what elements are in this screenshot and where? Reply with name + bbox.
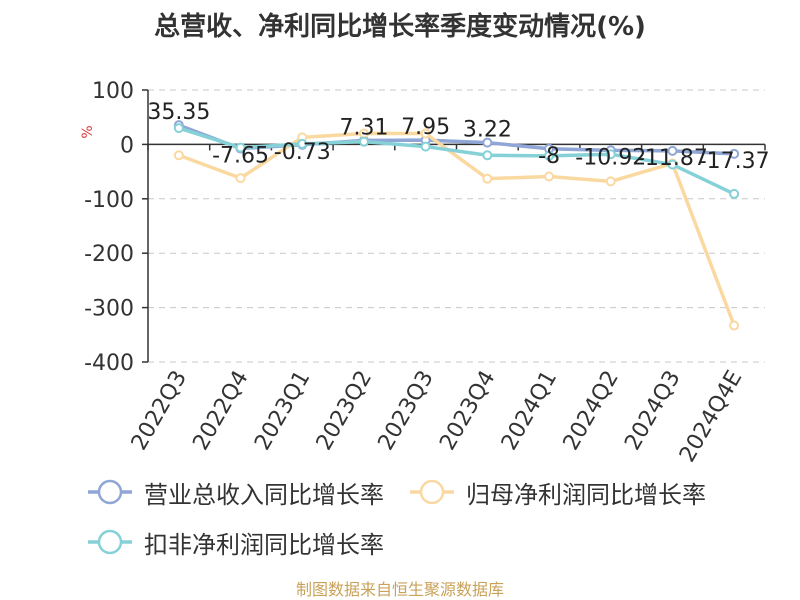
data-point (235, 173, 246, 184)
x-tick-label: 2024Q1 (497, 367, 562, 455)
legend-item[interactable]: 营业总收入同比增长率 (86, 474, 384, 510)
data-point (729, 320, 740, 331)
data-point (544, 171, 555, 182)
y-tick-label: 100 (92, 79, 134, 104)
y-tick-label: 0 (120, 133, 134, 158)
legend-item[interactable]: 扣非净利润同比增长率 (86, 524, 384, 560)
data-label: -17.37 (699, 149, 770, 174)
label-layer: 35.35-7.65 -0.73 7.31 7.95 3.22 -8 -10.92-11.8… (147, 100, 769, 174)
series-line-2 (178, 126, 735, 196)
data-point (297, 138, 308, 149)
data-label: -7.65 (212, 144, 269, 169)
data-point (667, 159, 678, 170)
data-point (729, 148, 740, 159)
chart-title: 总营收、净利同比增长率季度变动情况(%) (154, 12, 646, 42)
data-point (235, 142, 246, 153)
legend-swatch (88, 529, 132, 555)
data-point (605, 149, 616, 160)
x-tick-label: 2023Q4 (435, 366, 500, 454)
legend: 营业总收入同比增长率 归母净利润同比增长率扣非净利润同比增长率 (86, 474, 776, 574)
y-tick-label: -200 (84, 242, 134, 267)
legend-item[interactable]: 归母净利润同比增长率 (408, 474, 706, 510)
data-point (173, 123, 184, 134)
data-point (482, 137, 493, 148)
data-point (420, 141, 431, 152)
data-point (482, 150, 493, 161)
data-label: 3.22 (463, 118, 512, 143)
data-label: -8 (538, 144, 560, 169)
y-tick-label: -300 (84, 297, 134, 322)
series-line-1 (178, 131, 736, 327)
legend-swatch (88, 479, 132, 505)
y-tick-label: -400 (84, 351, 134, 376)
x-tick-label: 2024Q3 (620, 367, 685, 455)
data-point (173, 150, 184, 161)
data-label: 7.95 (401, 115, 450, 140)
y-axis-label: % (80, 125, 96, 138)
data-point (605, 176, 616, 187)
data-label: -11.87 (637, 146, 708, 171)
data-label: 7.31 (339, 115, 388, 140)
data-point (420, 128, 431, 139)
x-tick-label: 2023Q3 (374, 367, 439, 455)
series-layer (173, 120, 740, 331)
grid-layer (148, 89, 765, 363)
legend-label: 营业总收入同比增长率 (144, 480, 384, 509)
data-label: 35.35 (147, 100, 210, 125)
data-point (358, 136, 369, 147)
x-tick-label: 2024Q4E (675, 367, 747, 467)
x-tick-label: 2023Q2 (312, 367, 377, 455)
x-tick-label: 2023Q1 (250, 367, 315, 455)
data-point (667, 145, 678, 156)
source-note: 制图数据来自恒生聚源数据库 (295, 580, 504, 599)
x-tick-label: 2022Q3 (127, 367, 192, 455)
y-tick-label: -100 (84, 188, 134, 213)
data-label: -0.73 (274, 140, 331, 165)
legend-label: 归母净利润同比增长率 (466, 480, 706, 509)
legend-swatch (410, 479, 454, 505)
data-point (544, 150, 555, 161)
legend-label: 扣非净利润同比增长率 (144, 530, 384, 559)
data-point (482, 173, 493, 184)
x-tick-label: 2022Q4 (188, 367, 253, 455)
x-tick-label: 2024Q2 (559, 367, 624, 455)
data-label: -10.92 (575, 145, 646, 170)
data-point (729, 188, 740, 199)
